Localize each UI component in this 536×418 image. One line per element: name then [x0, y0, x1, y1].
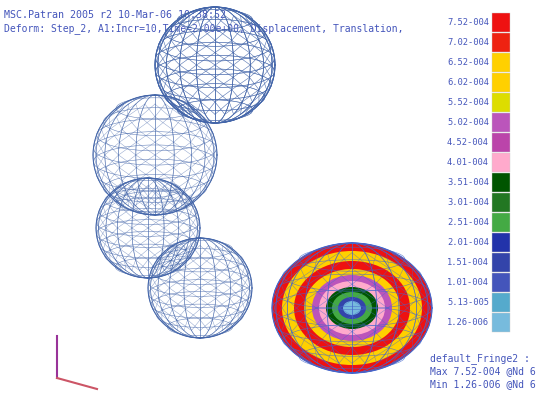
Bar [492, 173, 510, 192]
Text: 7.52-004: 7.52-004 [447, 18, 489, 27]
Bar [492, 13, 510, 32]
Text: 2.01-004: 2.01-004 [447, 238, 489, 247]
Text: 1.01-004: 1.01-004 [447, 278, 489, 287]
Text: 6.02-004: 6.02-004 [447, 78, 489, 87]
Bar [492, 113, 510, 132]
Ellipse shape [294, 261, 410, 355]
Text: Min 1.26-006 @Nd 66505: Min 1.26-006 @Nd 66505 [430, 379, 536, 389]
Bar [492, 193, 510, 212]
Bar [492, 33, 510, 52]
Text: 4.01-004: 4.01-004 [447, 158, 489, 167]
Text: 3.01-004: 3.01-004 [447, 198, 489, 207]
Bar [492, 153, 510, 172]
Ellipse shape [304, 269, 400, 347]
Bar [492, 73, 510, 92]
Text: 1.51-004: 1.51-004 [447, 258, 489, 267]
Text: 4.52-004: 4.52-004 [447, 138, 489, 147]
Text: 1.26-006: 1.26-006 [447, 318, 489, 327]
Text: 2.51-004: 2.51-004 [447, 218, 489, 227]
Bar [492, 273, 510, 292]
Text: 5.02-004: 5.02-004 [447, 118, 489, 127]
Ellipse shape [332, 292, 372, 324]
Bar [492, 293, 510, 312]
Text: 6.52-004: 6.52-004 [447, 58, 489, 67]
Ellipse shape [338, 297, 366, 319]
Bar [492, 133, 510, 152]
Ellipse shape [312, 275, 392, 341]
Bar [492, 233, 510, 252]
Ellipse shape [272, 243, 432, 373]
Bar [492, 313, 510, 332]
Text: MSC.Patran 2005 r2 10-Mar-06 10:38:52: MSC.Patran 2005 r2 10-Mar-06 10:38:52 [4, 10, 226, 20]
Bar [492, 53, 510, 72]
Bar [492, 213, 510, 232]
Text: default_Fringe2 :: default_Fringe2 : [430, 353, 530, 364]
Text: 5.52-004: 5.52-004 [447, 98, 489, 107]
Ellipse shape [343, 301, 361, 315]
Text: 5.13-005: 5.13-005 [447, 298, 489, 307]
Text: 3.51-004: 3.51-004 [447, 178, 489, 187]
Bar [492, 253, 510, 272]
Ellipse shape [326, 287, 378, 329]
Text: Deform: Step_2, A1:Incr=10,Time=2.00e+00, Displacement, Translation,: Deform: Step_2, A1:Incr=10,Time=2.00e+00… [4, 23, 404, 34]
Text: 7.02-004: 7.02-004 [447, 38, 489, 47]
Ellipse shape [319, 281, 385, 335]
Ellipse shape [282, 251, 422, 365]
Text: Max 7.52-004 @Nd 66099: Max 7.52-004 @Nd 66099 [430, 366, 536, 376]
Bar [492, 93, 510, 112]
